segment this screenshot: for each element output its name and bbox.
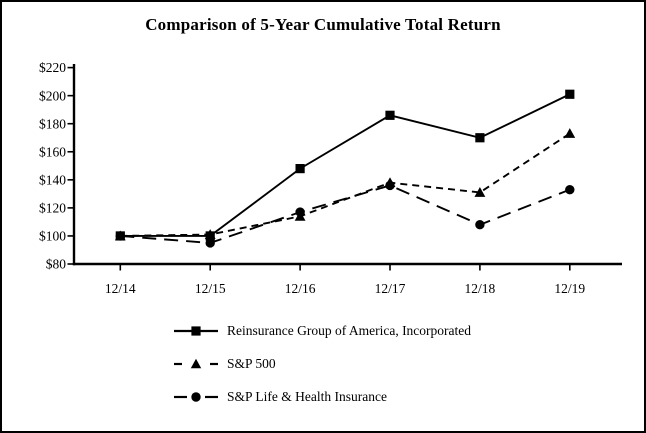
svg-text:$220: $220 xyxy=(39,60,66,75)
svg-text:$80: $80 xyxy=(46,257,67,272)
svg-text:$180: $180 xyxy=(39,116,66,131)
svg-text:12/18: 12/18 xyxy=(465,281,496,296)
legend-label-rga: Reinsurance Group of America, Incorporat… xyxy=(227,322,472,338)
legend-label-sp-life-health: S&P Life & Health Insurance xyxy=(227,388,387,404)
svg-text:$200: $200 xyxy=(39,88,66,103)
short-dash-line-triangle-marker-icon xyxy=(174,358,218,368)
legend-item-sp500: S&P 500 xyxy=(174,347,471,380)
svg-text:$140: $140 xyxy=(39,172,66,187)
svg-text:12/15: 12/15 xyxy=(195,281,226,296)
chart-title: Comparison of 5-Year Cumulative Total Re… xyxy=(145,15,501,34)
legend-label-sp500: S&P 500 xyxy=(227,355,276,371)
svg-text:$100: $100 xyxy=(39,229,66,244)
chart-legend: Reinsurance Group of America, Incorporat… xyxy=(174,314,471,413)
legend-item-sp-life-health: S&P Life & Health Insurance xyxy=(174,380,471,413)
legend-item-rga: Reinsurance Group of America, Incorporat… xyxy=(174,314,471,347)
chart-plot-area: $80 $100 $120 $140 $160 $180 $200 $220 12/14 12/1… xyxy=(39,60,622,296)
svg-text:12/19: 12/19 xyxy=(554,281,585,296)
svg-text:$120: $120 xyxy=(39,200,66,215)
svg-text:12/16: 12/16 xyxy=(285,281,316,296)
long-dash-line-circle-marker-icon xyxy=(174,391,218,402)
svg-text:12/17: 12/17 xyxy=(375,281,406,296)
svg-text:12/14: 12/14 xyxy=(105,281,136,296)
solid-line-square-marker-icon xyxy=(174,325,218,336)
svg-text:$160: $160 xyxy=(39,144,66,159)
